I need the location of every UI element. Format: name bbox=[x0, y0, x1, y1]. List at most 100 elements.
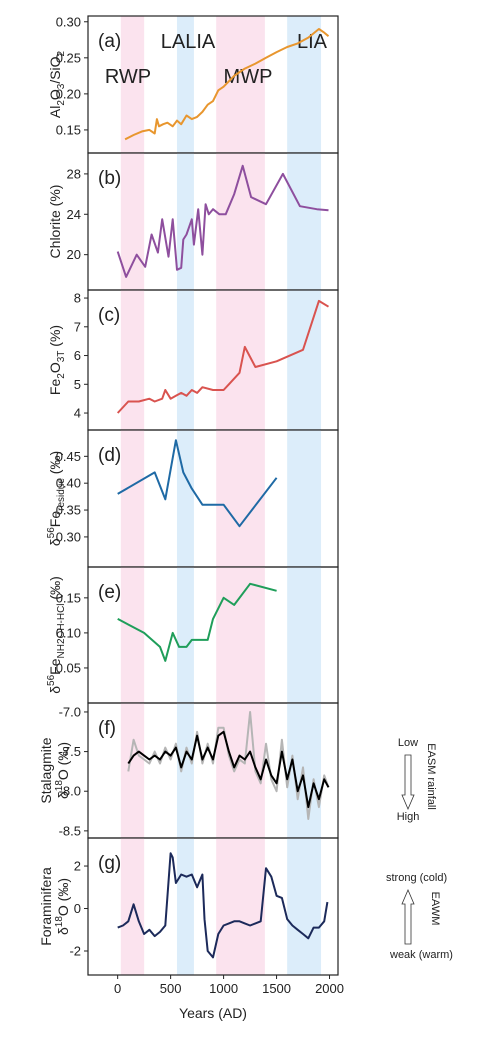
y-axis-label: Al2O3/SiO2 bbox=[47, 50, 67, 118]
band-label: LALIA bbox=[161, 31, 216, 53]
data-line bbox=[127, 730, 330, 809]
y-tick-label: -7.5 bbox=[59, 744, 81, 759]
side-label-top: Low bbox=[398, 737, 418, 749]
data-line bbox=[116, 164, 329, 278]
y-tick-label: 0.35 bbox=[56, 503, 81, 518]
period-band bbox=[120, 430, 145, 567]
x-tick-label: 2000 bbox=[315, 981, 344, 996]
y-axis-label-part: (%) bbox=[47, 325, 63, 351]
y-tick-label: 0.45 bbox=[56, 449, 81, 464]
period-band bbox=[287, 567, 322, 703]
y-axis-label-part: δ bbox=[47, 538, 63, 546]
y-axis-label-part: Chlorite (%) bbox=[47, 185, 63, 259]
y-tick-label: 2 bbox=[74, 859, 81, 874]
y-axis-label-part: δ bbox=[55, 927, 71, 935]
period-band bbox=[216, 290, 265, 430]
data-line bbox=[117, 439, 278, 528]
y-tick-label: 7 bbox=[74, 319, 81, 334]
y-tick-label: 28 bbox=[67, 166, 81, 181]
y-axis-label: δ56FeNH2OH-HCl (‰) bbox=[46, 576, 67, 693]
period-band bbox=[120, 16, 145, 153]
y-tick-label: 24 bbox=[67, 207, 81, 222]
y-tick-label: 0.15 bbox=[56, 122, 81, 137]
period-band bbox=[120, 567, 145, 703]
y-tick-label: 20 bbox=[67, 247, 81, 262]
y-tick-label: 0.20 bbox=[56, 86, 81, 101]
data-line bbox=[124, 28, 330, 141]
side-label-top: strong (cold) bbox=[386, 872, 447, 884]
y-axis-label: δ56Feresidue (‰) bbox=[46, 451, 67, 546]
side-label-bottom: weak (warm) bbox=[389, 949, 453, 961]
period-band bbox=[216, 838, 265, 975]
y-tick-label: 0.30 bbox=[56, 14, 81, 29]
x-tick-label: 1000 bbox=[209, 981, 238, 996]
period-band bbox=[216, 567, 265, 703]
y-tick-label: -7.0 bbox=[59, 704, 81, 719]
period-band bbox=[216, 16, 265, 153]
y-axis-label-part: Fe bbox=[47, 658, 63, 675]
panel-label: (d) bbox=[98, 445, 121, 466]
band-label: RWP bbox=[105, 66, 151, 88]
band-label: LIA bbox=[297, 31, 328, 53]
y-axis-label: Stalagmite bbox=[38, 737, 54, 803]
side-arrow bbox=[401, 888, 415, 945]
y-axis-label-part: /SiO bbox=[47, 56, 63, 83]
y-tick-label: 0.10 bbox=[56, 625, 81, 640]
y-tick-label: 8 bbox=[74, 291, 81, 306]
y-tick-label: -8.0 bbox=[59, 784, 81, 799]
period-band bbox=[287, 838, 322, 975]
y-tick-label: 0.05 bbox=[56, 660, 81, 675]
y-axis-label-part: 56 bbox=[46, 527, 57, 539]
panel-label: (g) bbox=[98, 853, 121, 874]
y-axis-label-part: 18 bbox=[54, 916, 65, 928]
data-line bbox=[117, 852, 329, 959]
y-axis-label: Fe2O3T (%) bbox=[47, 325, 67, 395]
period-band bbox=[287, 153, 322, 290]
period-band bbox=[287, 430, 322, 567]
y-axis-label-part: residue bbox=[56, 478, 67, 511]
period-band bbox=[176, 290, 194, 430]
period-band bbox=[176, 430, 194, 567]
panel-label: (f) bbox=[98, 718, 116, 739]
x-tick-label: 1500 bbox=[262, 981, 291, 996]
period-band bbox=[216, 430, 265, 567]
y-tick-label: 5 bbox=[74, 377, 81, 392]
band-label: MWP bbox=[224, 66, 273, 88]
period-band bbox=[176, 838, 194, 975]
side-arrow bbox=[401, 754, 415, 811]
x-axis-label: Years (AD) bbox=[179, 1005, 247, 1021]
data-line bbox=[116, 299, 330, 414]
y-axis-label-part: Stalagmite bbox=[38, 737, 54, 803]
y-axis-label-part: Fe bbox=[47, 511, 63, 528]
y-axis-label-part: NH2OH-HCl bbox=[56, 603, 67, 658]
y-axis-label: Foraminifera bbox=[38, 867, 54, 946]
y-axis-label-part: (‰) bbox=[47, 451, 63, 478]
y-axis-label-part: (‰) bbox=[47, 576, 63, 603]
side-label-middle: EASM rainfall bbox=[425, 743, 437, 810]
panel-label: (c) bbox=[98, 305, 120, 326]
y-axis-label-part: O bbox=[47, 362, 63, 373]
y-axis-label-part: δ bbox=[55, 791, 71, 799]
period-band bbox=[120, 290, 145, 430]
panel-frame bbox=[87, 837, 339, 976]
period-band bbox=[120, 703, 145, 838]
side-label-bottom: High bbox=[397, 811, 420, 823]
y-tick-label: 0.30 bbox=[56, 529, 81, 544]
y-tick-label: 0.25 bbox=[56, 50, 81, 65]
y-axis-label-part: O bbox=[47, 89, 63, 100]
y-tick-label: 0 bbox=[74, 901, 81, 916]
y-axis-label-part: Al bbox=[47, 106, 63, 118]
y-axis-label-part: δ bbox=[47, 686, 63, 694]
y-axis-label-part: 2 bbox=[56, 373, 67, 379]
x-tick-label: 500 bbox=[160, 981, 182, 996]
panel-label: (b) bbox=[98, 168, 121, 189]
panel-label: (e) bbox=[98, 582, 121, 603]
y-axis-label-part: 2 bbox=[56, 50, 67, 56]
y-tick-label: 6 bbox=[74, 348, 81, 363]
y-tick-label: -8.5 bbox=[59, 823, 81, 838]
y-axis-label-part: 3 bbox=[56, 83, 67, 89]
y-tick-label: 0.40 bbox=[56, 476, 81, 491]
y-axis-label: δ18O (‰) bbox=[54, 742, 71, 799]
